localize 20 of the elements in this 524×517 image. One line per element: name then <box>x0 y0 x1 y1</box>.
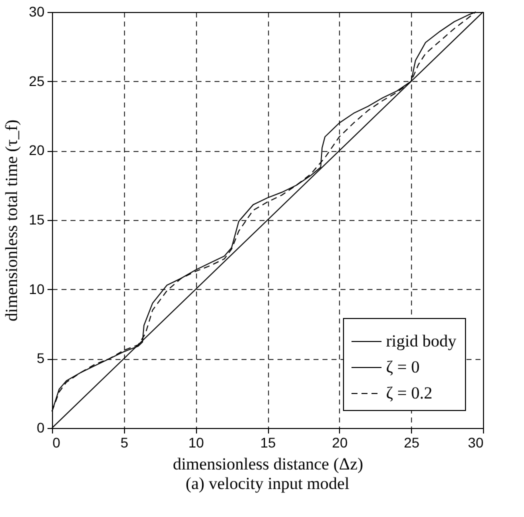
y-tick-label: 30 <box>28 4 45 20</box>
text: (a) velocity input model <box>186 474 350 493</box>
legend-label: ζ = 0 <box>386 358 420 376</box>
x-tick-label: 30 <box>468 434 484 450</box>
x-tick-label: 10 <box>188 434 204 450</box>
x-axis-title: dimensionless distance (Δz) <box>172 454 364 474</box>
y-tick-label: 5 <box>36 350 45 366</box>
y-tick-label: 10 <box>28 280 45 297</box>
x-tick-label: 5 <box>120 434 128 450</box>
x-tick-label: 15 <box>260 434 276 450</box>
x-tick-label: 25 <box>404 434 420 450</box>
y-tick-label: 25 <box>28 72 45 89</box>
x-tick-label: 0 <box>52 434 60 450</box>
y-axis-title: dimensionless total time (τ_f) <box>2 120 21 322</box>
legend-label: rigid body <box>386 332 457 350</box>
y-tick-label: 0 <box>36 420 45 436</box>
y-tick-label: 20 <box>28 142 45 158</box>
x-tick-label: 20 <box>332 434 348 450</box>
y-tick-label: 15 <box>28 212 45 228</box>
legend-label: ζ = 0.2 <box>386 384 432 402</box>
